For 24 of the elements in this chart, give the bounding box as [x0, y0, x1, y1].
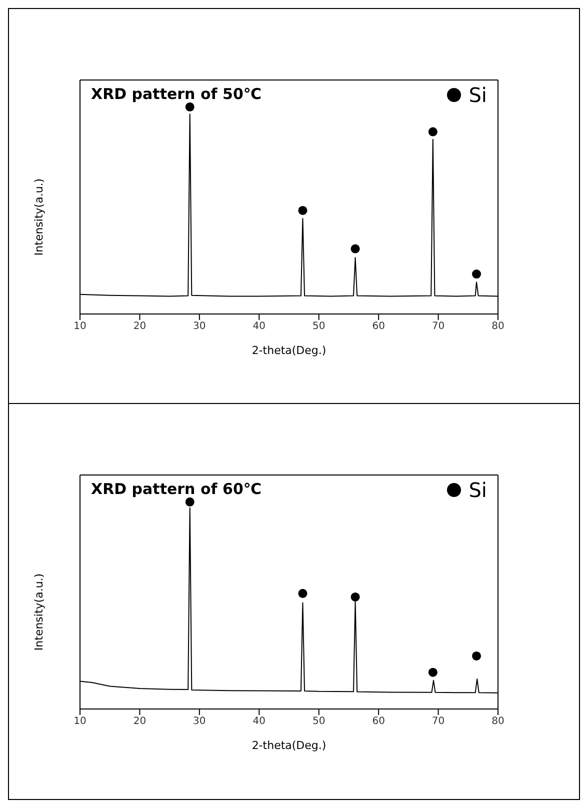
x-tick-label: 40 [252, 321, 266, 332]
x-tick-label: 10 [74, 716, 86, 728]
x-tick-label: 30 [193, 321, 206, 332]
x-tick-label: 70 [432, 716, 445, 728]
x-tick-label: 10 [74, 321, 86, 332]
x-tick-label: 20 [133, 321, 146, 332]
x-tick-label: 80 [492, 321, 504, 332]
x-tick-label: 40 [252, 716, 266, 728]
x-tick-label: 80 [492, 716, 504, 728]
x-tick-label: 70 [432, 321, 445, 332]
x-tick-label: 30 [193, 716, 206, 728]
chart-title: XRD pattern of 50℃ [91, 85, 262, 103]
x-axis-title: 2-theta(Deg.) [252, 344, 326, 357]
x-tick-label: 20 [133, 716, 146, 728]
y-axis-title: Intensity(a.u.) [32, 572, 46, 650]
legend-label: Si [468, 83, 487, 107]
x-tick-label: 60 [372, 321, 385, 332]
x-tick-label: 50 [312, 321, 326, 332]
legend-label: Si [468, 478, 487, 502]
x-axis-title: 2-theta(Deg.) [252, 739, 326, 752]
x-tick-label: 60 [372, 716, 385, 728]
chart-title: XRD pattern of 60℃ [91, 480, 262, 498]
x-tick-label: 50 [312, 716, 326, 728]
y-axis-title: Intensity(a.u.) [32, 178, 46, 256]
